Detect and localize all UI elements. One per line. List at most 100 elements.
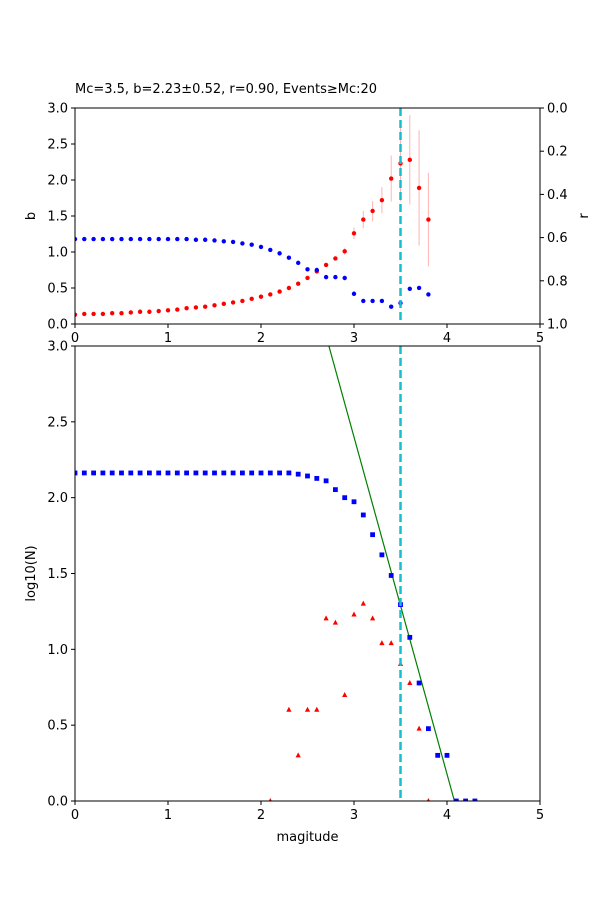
top-series-1-point <box>407 286 412 291</box>
bottom-y-tick-label: 0.5 <box>47 719 68 734</box>
bottom-series-0-point <box>360 512 366 518</box>
bottom-series-1-point <box>314 706 320 712</box>
top-series-0-point <box>407 157 412 163</box>
bottom-series-0-point <box>277 470 282 476</box>
top-series-1-point <box>379 298 385 304</box>
top-series-1-point <box>249 242 254 247</box>
top-x-tick-label: 1 <box>164 331 172 346</box>
top-series-1-point <box>370 298 375 304</box>
bottom-x-axis-label: magitude <box>276 830 338 845</box>
bottom-series-1-point <box>332 619 338 625</box>
bottom-series-0-point <box>342 495 348 501</box>
top-series-0-point <box>137 309 143 314</box>
bottom-series-0-point <box>295 471 301 477</box>
top-series-1-point <box>286 255 292 260</box>
bottom-series-0-point <box>267 470 273 476</box>
top-series-0-point <box>147 309 152 314</box>
top-series-1-point <box>75 236 78 242</box>
top-series-0-point <box>193 305 199 310</box>
bottom-series-0-point <box>184 470 189 476</box>
bottom-series-0-point <box>193 470 199 476</box>
bottom-x-tick-label: 2 <box>257 808 265 823</box>
bottom-series-0-point <box>249 470 255 476</box>
top-series-1-point <box>314 267 319 273</box>
top-series-0-point <box>305 275 310 281</box>
top-series-0-point <box>119 311 124 316</box>
top-y2-tick-label: 1.0 <box>547 318 568 333</box>
bottom-series-0-point <box>202 470 208 476</box>
top-series-0-point <box>426 217 431 222</box>
top-series-0-point <box>361 217 366 222</box>
top-y2-tick-label: 0.2 <box>547 145 568 160</box>
top-series-1-point <box>193 237 199 242</box>
top-x-tick-label: 5 <box>536 331 544 346</box>
bottom-series-0-point <box>240 470 245 476</box>
top-series-1-point <box>268 247 273 253</box>
top-series-1-point <box>305 267 310 272</box>
top-y-tick-label: 0.5 <box>47 282 68 297</box>
top-series-1-point <box>230 239 236 245</box>
top-series-1-point <box>258 244 264 250</box>
top-series-1-point <box>221 239 226 244</box>
bottom-series-0-point <box>258 470 264 476</box>
top-series-1-point <box>416 285 422 291</box>
bottom-series-0-point <box>444 752 450 758</box>
top-series-1-point <box>137 236 143 242</box>
bottom-series-0-point <box>212 470 217 476</box>
top-series-1-point <box>156 236 161 242</box>
top-series-1-point <box>184 236 189 242</box>
bottom-y-tick-label: 3.0 <box>47 340 68 355</box>
top-series-1-point <box>426 292 431 297</box>
bottom-x-tick-label: 1 <box>164 808 172 823</box>
top-series-1-point <box>351 291 357 296</box>
bottom-y-tick-label: 2.0 <box>47 491 68 506</box>
bottom-series-1-point <box>360 600 366 606</box>
top-series-0-point <box>203 304 208 309</box>
bottom-series-0-point <box>119 470 124 476</box>
top-series-1-point <box>91 236 96 242</box>
bottom-series-0-point <box>174 470 180 476</box>
bottom-series-1-point <box>304 706 311 712</box>
top-series-1-point <box>147 236 152 242</box>
top-series-0-point <box>240 298 245 304</box>
top-series-1-point <box>165 236 171 242</box>
bottom-series-1-point <box>426 798 430 801</box>
top-series-1-point <box>323 274 329 280</box>
bottom-x-tick-label: 3 <box>350 808 358 823</box>
bottom-series-0-point <box>323 478 329 484</box>
bottom-y-tick-label: 0.0 <box>47 795 68 810</box>
top-series-0-point <box>379 197 385 203</box>
bottom-series-0-point <box>351 499 357 505</box>
top-series-0-point <box>389 176 394 181</box>
top-series-0-point <box>75 312 78 317</box>
top-series-0-point <box>286 285 292 291</box>
bottom-series-0-point <box>305 473 310 479</box>
top-y-tick-label: 2.0 <box>47 174 68 189</box>
top-series-0-point <box>128 310 133 315</box>
top-chart-title: Mc=3.5, b=2.23±0.52, r=0.90, Events≥Mc:2… <box>75 82 377 97</box>
top-y2-tick-label: 0.8 <box>547 274 568 289</box>
top-x-tick-label: 0 <box>71 331 79 346</box>
top-series-1-point <box>342 275 347 281</box>
top-x-tick-label: 2 <box>257 331 265 346</box>
top-series-0-point <box>156 308 161 314</box>
top-series-1-point <box>175 236 180 242</box>
top-x-tick-label: 3 <box>350 331 358 346</box>
bottom-series-0-point <box>286 470 292 476</box>
bottom-series-1-point <box>295 752 301 758</box>
top-series-0-point <box>296 281 301 286</box>
bottom-series-1-point <box>323 615 329 621</box>
bottom-data-layer <box>75 346 478 801</box>
top-y2-tick-label: 0.0 <box>547 102 568 117</box>
bottom-series-1-point <box>342 691 348 697</box>
bottom-y-tick-label: 2.5 <box>47 415 68 430</box>
bottom-series-1-point <box>351 611 357 617</box>
b-value-panel: Mc=3.5, b=2.23±0.52, r=0.90, Events≥Mc:2… <box>24 82 592 346</box>
bottom-y-tick-label: 1.0 <box>47 643 68 658</box>
top-y2-axis-label: r <box>577 213 592 219</box>
top-y-tick-label: 1.5 <box>47 210 68 225</box>
bottom-series-0-point <box>379 552 385 558</box>
top-series-0-point <box>221 301 226 307</box>
top-y2-tick-label: 0.6 <box>547 231 568 246</box>
